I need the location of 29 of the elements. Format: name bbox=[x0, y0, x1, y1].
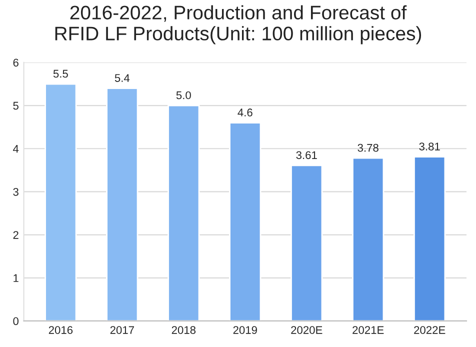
y-tick-label: 4 bbox=[13, 145, 19, 153]
x-tick-label: 2020E bbox=[291, 326, 322, 334]
y-tick-label: 3 bbox=[13, 188, 18, 196]
data-label: 3.81 bbox=[419, 142, 440, 150]
bar bbox=[44, 83, 77, 321]
y-tick-label: 6 bbox=[13, 58, 18, 67]
x-tick-label: 2022E bbox=[414, 326, 446, 334]
x-tick-label: 2018 bbox=[172, 326, 196, 334]
bar bbox=[106, 88, 138, 321]
bar bbox=[414, 156, 446, 321]
bar bbox=[352, 157, 384, 321]
chart-title: 2016-2022, Production and Forecast of RFID LF Products(Unit: 100 million pieces) bbox=[55, 5, 422, 44]
data-label: 5.5 bbox=[53, 70, 68, 78]
x-tick-label: 2019 bbox=[233, 326, 257, 334]
data-label: 5.0 bbox=[176, 91, 191, 100]
bar bbox=[229, 122, 262, 321]
x-tick-label: 2017 bbox=[110, 326, 134, 334]
y-tick-label: 1 bbox=[14, 274, 18, 282]
data-label: 3.78 bbox=[358, 144, 378, 152]
bar bbox=[168, 104, 200, 321]
x-tick-label: 2016 bbox=[48, 326, 73, 334]
data-label: 5.4 bbox=[114, 74, 130, 82]
y-tick-label: 0 bbox=[13, 317, 19, 326]
y-tick-label: 2 bbox=[13, 231, 18, 239]
x-tick-label: 2021E bbox=[352, 326, 384, 334]
y-tick-label: 5 bbox=[13, 102, 18, 110]
data-label: 3.61 bbox=[296, 151, 317, 160]
bar bbox=[290, 164, 323, 321]
data-label: 4.6 bbox=[238, 108, 252, 116]
